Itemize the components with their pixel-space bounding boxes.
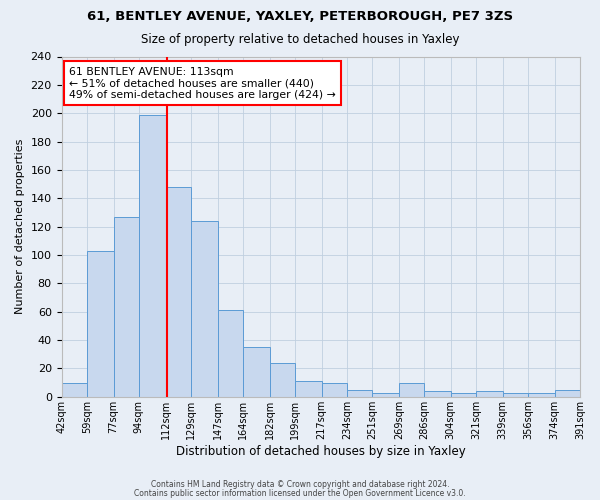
Text: Contains public sector information licensed under the Open Government Licence v3: Contains public sector information licen… bbox=[134, 489, 466, 498]
Bar bbox=[347, 390, 372, 397]
Bar bbox=[62, 382, 87, 397]
Bar bbox=[503, 392, 528, 397]
Bar bbox=[113, 216, 139, 397]
Text: 61 BENTLEY AVENUE: 113sqm
← 51% of detached houses are smaller (440)
49% of semi: 61 BENTLEY AVENUE: 113sqm ← 51% of detac… bbox=[70, 66, 336, 100]
Bar bbox=[555, 390, 580, 397]
Bar bbox=[139, 114, 166, 397]
Bar bbox=[528, 392, 555, 397]
Bar bbox=[218, 310, 243, 397]
Bar bbox=[191, 221, 218, 397]
Bar bbox=[372, 392, 399, 397]
Bar bbox=[166, 187, 191, 397]
Bar bbox=[269, 363, 295, 397]
Text: Size of property relative to detached houses in Yaxley: Size of property relative to detached ho… bbox=[141, 32, 459, 46]
Text: Contains HM Land Registry data © Crown copyright and database right 2024.: Contains HM Land Registry data © Crown c… bbox=[151, 480, 449, 489]
Bar bbox=[295, 381, 322, 397]
Bar bbox=[399, 382, 424, 397]
X-axis label: Distribution of detached houses by size in Yaxley: Distribution of detached houses by size … bbox=[176, 444, 466, 458]
Text: 61, BENTLEY AVENUE, YAXLEY, PETERBOROUGH, PE7 3ZS: 61, BENTLEY AVENUE, YAXLEY, PETERBOROUGH… bbox=[87, 10, 513, 23]
Bar bbox=[451, 392, 476, 397]
Bar bbox=[322, 382, 347, 397]
Bar bbox=[476, 391, 503, 397]
Bar bbox=[424, 391, 451, 397]
Bar bbox=[87, 250, 113, 397]
Bar bbox=[243, 347, 269, 397]
Y-axis label: Number of detached properties: Number of detached properties bbox=[15, 139, 25, 314]
